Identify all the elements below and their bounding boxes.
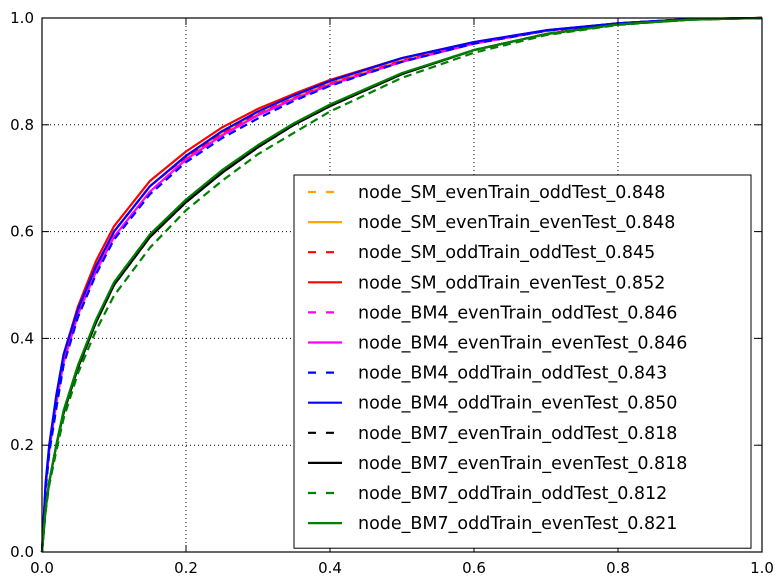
legend-label: node_BM7_evenTrain_evenTest_0.818 — [358, 454, 687, 474]
series-line-11 — [40, 16, 763, 553]
x-tick-label: 1.0 — [750, 559, 774, 577]
series-lines — [40, 16, 763, 553]
y-tick-label: 0.4 — [10, 329, 34, 347]
legend-label: node_BM4_oddTrain_evenTest_0.850 — [358, 394, 677, 414]
x-tick-label: 0.6 — [462, 559, 486, 577]
x-tick-label: 0.4 — [318, 559, 342, 577]
legend-label: node_BM7_evenTrain_oddTest_0.818 — [358, 424, 677, 444]
y-tick-label: 0.0 — [10, 543, 34, 561]
axis-ticks: 0.0 0.2 0.4 0.6 0.8 1.0 0.0 0.2 0.4 0.6 0.8 1.0 — [10, 9, 774, 577]
y-tick-label: 0.6 — [10, 223, 34, 241]
legend-label: node_BM4_evenTrain_evenTest_0.846 — [358, 334, 687, 354]
legend: node_SM_evenTrain_oddTest_0.848 node_SM_e… — [293, 174, 752, 549]
y-tick-label: 0.2 — [10, 436, 34, 454]
x-tick-label: 0.0 — [30, 559, 54, 577]
x-tick-label: 0.8 — [606, 559, 630, 577]
legend-label: node_BM4_oddTrain_oddTest_0.843 — [358, 364, 667, 384]
x-tick-label: 0.2 — [174, 559, 198, 577]
series-line-12 — [40, 16, 763, 553]
legend-label: node_BM7_oddTrain_oddTest_0.812 — [358, 484, 667, 504]
legend-box — [293, 174, 752, 549]
legend-label: node_SM_oddTrain_evenTest_0.852 — [358, 273, 665, 293]
legend-label: node_BM4_evenTrain_oddTest_0.846 — [358, 303, 677, 323]
plot-frame — [41, 17, 763, 553]
legend-label: node_SM_oddTrain_oddTest_0.845 — [358, 243, 655, 263]
legend-label: node_SM_evenTrain_oddTest_0.848 — [358, 183, 665, 203]
series-line-8 — [40, 16, 763, 553]
y-tick-label: 0.8 — [10, 116, 34, 134]
legend-label: node_SM_evenTrain_evenTest_0.848 — [358, 213, 675, 233]
y-tick-label: 1.0 — [10, 9, 34, 27]
legend-label: node_BM7_oddTrain_evenTest_0.821 — [358, 514, 677, 534]
